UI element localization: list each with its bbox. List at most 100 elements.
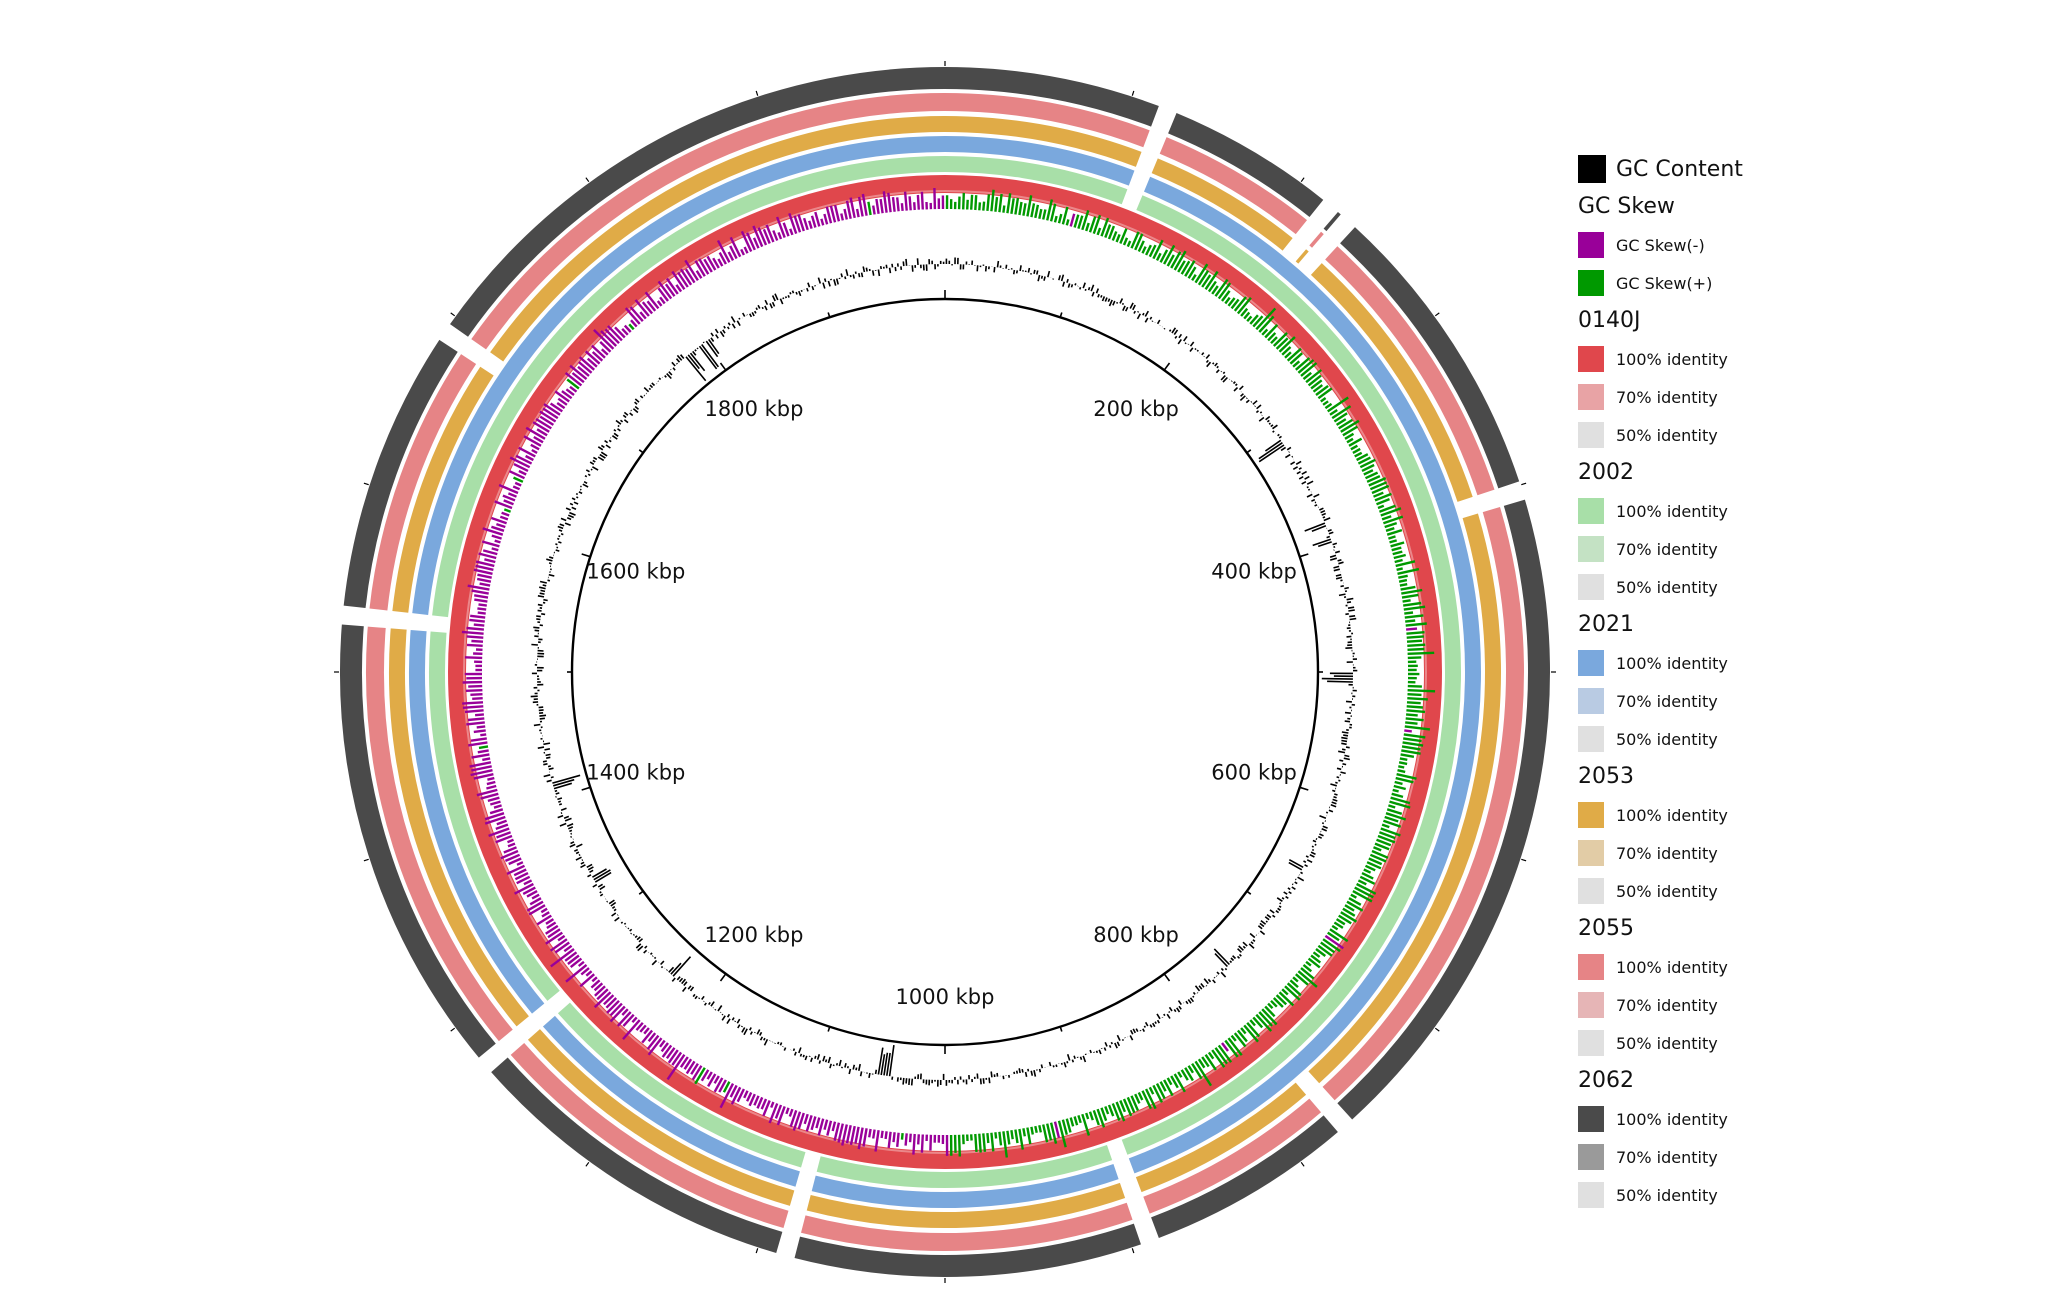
gc-skew-bar	[713, 1077, 724, 1093]
gc-skew-bar	[694, 260, 706, 277]
gc-content-bar	[798, 1047, 802, 1054]
gc-skew-bar	[882, 191, 888, 213]
gc-content-bar	[1149, 1024, 1153, 1028]
gc-skew-bar	[1100, 1107, 1108, 1122]
gc-content-bar	[553, 782, 573, 790]
gc-skew-bar	[512, 485, 521, 491]
gc-skew-bar	[516, 861, 524, 866]
gc-content-bar	[1257, 925, 1263, 930]
gc-content-bar	[542, 584, 547, 587]
gc-content-bar	[751, 312, 755, 317]
gc-content-bar	[833, 279, 837, 286]
gc-skew-bar	[823, 213, 829, 225]
gc-skew-bar	[590, 979, 601, 989]
legend-ring-entry-label: 50% identity	[1616, 1033, 1718, 1053]
gc-skew-bar	[480, 733, 487, 737]
scale-label: 1400 kbp	[586, 760, 685, 784]
gc-skew-bar	[718, 252, 727, 265]
gc-content-bar	[632, 408, 639, 414]
legend-ring-entry: 100% identity	[1578, 340, 2018, 378]
legend-gc-content-label: GC Content	[1616, 156, 1743, 182]
gc-skew-bar	[861, 193, 868, 216]
gc-skew-bar	[1373, 846, 1382, 852]
gc-content-bar	[1121, 302, 1125, 306]
gc-skew-bar	[1406, 639, 1423, 643]
gc-content-bar	[557, 525, 564, 530]
gc-content-bar	[1151, 320, 1154, 323]
gc-content-bar	[1332, 789, 1336, 793]
gc-skew-bar	[1264, 323, 1279, 339]
gc-skew-bar	[596, 988, 609, 1001]
gc-skew-bar	[1322, 400, 1329, 406]
gc-content-bar	[1196, 349, 1199, 352]
gc-skew-bar	[567, 954, 580, 965]
gc-content-bar	[1027, 267, 1031, 273]
gc-skew-bar	[1057, 213, 1063, 224]
gc-skew-bar	[484, 815, 506, 825]
gc-skew-bar	[719, 1083, 735, 1109]
gc-skew-bar	[1363, 469, 1374, 476]
gc-skew-bar	[565, 963, 588, 983]
gc-content-bar	[1074, 283, 1077, 286]
gc-skew-bar	[1374, 492, 1392, 502]
gc-content-bar	[852, 1064, 856, 1070]
gc-content-bar	[1116, 1041, 1121, 1047]
gc-skew-bar	[1295, 973, 1309, 986]
gc-content-bar	[1255, 410, 1260, 414]
gc-content-bar	[689, 352, 706, 372]
gc-content-bar	[880, 1054, 886, 1076]
gc-skew-bar	[746, 1091, 753, 1102]
gc-content-bar	[782, 297, 785, 300]
gc-skew-bar	[628, 323, 635, 331]
gc-content-bar	[710, 332, 714, 337]
gc-content-bar	[538, 706, 544, 709]
gc-skew-bar	[1327, 931, 1340, 942]
gc-skew-bar	[740, 230, 753, 253]
legend-ring-swatch	[1578, 346, 1604, 372]
identity-ring-2021-segment	[542, 1015, 800, 1187]
outer-tick	[755, 90, 759, 96]
scale-tick	[1299, 786, 1309, 791]
gc-skew-bar	[461, 630, 484, 635]
gc-content-bar	[759, 1031, 763, 1036]
legend-gc-skew-positive-label: GC Skew(+)	[1616, 273, 1713, 293]
gc-skew-bar	[1126, 240, 1132, 248]
gc-skew-bar	[1141, 246, 1147, 254]
scale-tick	[719, 973, 727, 982]
gc-skew-bar	[1201, 274, 1212, 288]
gc-content-bar	[1334, 793, 1338, 796]
gc-content-bar	[859, 1071, 863, 1077]
gc-skew-bar	[1197, 270, 1210, 286]
gc-content-bar	[769, 303, 773, 309]
gc-content-bar	[543, 598, 548, 602]
gc-content-bar	[632, 933, 635, 936]
gc-skew-bar	[1046, 199, 1054, 221]
gc-content-bar	[1269, 909, 1275, 914]
gc-skew-bar	[1069, 213, 1076, 227]
gc-content-bar	[1091, 291, 1095, 297]
legend-ring-entry-label: 50% identity	[1616, 729, 1718, 749]
gc-skew-bar	[1356, 453, 1369, 462]
gc-content-bar	[1232, 955, 1237, 960]
gc-content-bar	[1189, 347, 1194, 352]
gc-skew-bar	[1401, 593, 1419, 599]
gc-content-bar	[1033, 269, 1036, 274]
gc-skew-bar	[862, 1128, 868, 1147]
gc-skew-bar	[713, 1075, 720, 1084]
gc-content-bar	[557, 814, 564, 819]
gc-skew-bar	[482, 527, 504, 536]
gc-content-bar	[672, 367, 676, 371]
gc-skew-bar	[841, 1124, 848, 1146]
gc-skew-bar	[1292, 360, 1301, 368]
gc-skew-bar	[1388, 535, 1396, 540]
identity-ring-2002-segment	[432, 155, 1128, 618]
gc-skew-bar	[1155, 252, 1162, 261]
gc-skew-bar	[933, 187, 937, 210]
gc-skew-bar	[825, 206, 833, 224]
gc-skew-bar	[1119, 1100, 1127, 1113]
gc-skew-bar	[920, 1134, 924, 1153]
gc-skew-bar	[729, 236, 742, 258]
gc-skew-bar	[1305, 369, 1323, 384]
gc-content-bar	[827, 280, 831, 287]
gc-skew-bar	[774, 1104, 783, 1119]
